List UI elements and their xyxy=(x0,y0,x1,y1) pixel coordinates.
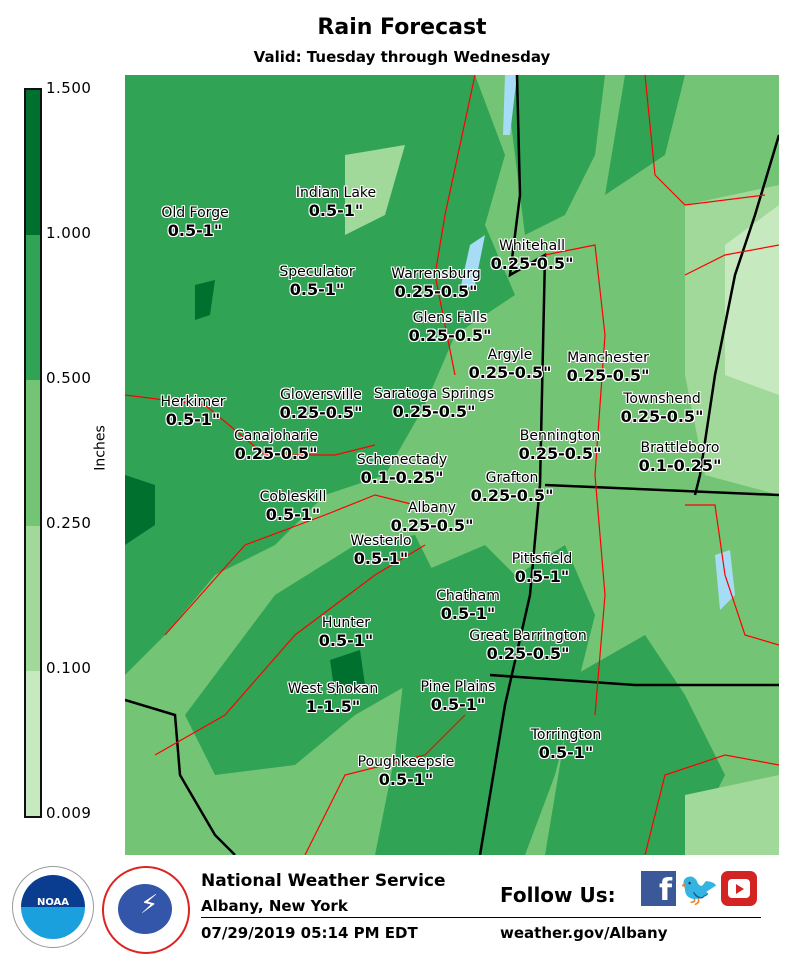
rain-amount: 0.25-0.5" xyxy=(468,363,552,382)
nws-logo: ⚡ xyxy=(102,866,190,954)
rain-amount: 0.5-1" xyxy=(514,567,570,586)
legend-bin xyxy=(26,525,40,671)
rain-amount: 0.5-1" xyxy=(353,549,409,568)
city-name: Schenectady xyxy=(356,452,448,468)
legend-bin xyxy=(26,670,40,817)
city-name: Saratoga Springs xyxy=(373,386,495,402)
twitter-icon[interactable]: 🐦 xyxy=(679,870,719,908)
legend-bin xyxy=(26,380,40,526)
city-name: Argyle xyxy=(487,347,533,363)
rain-map xyxy=(125,75,779,855)
city-name: Manchester xyxy=(567,350,649,366)
city-name: Cobleskill xyxy=(259,489,327,505)
city-name: Westerlo xyxy=(350,533,412,549)
follow-us-label: Follow Us: xyxy=(500,883,616,907)
timestamp: 07/29/2019 05:14 PM EDT xyxy=(201,924,418,942)
office-name: Albany, New York xyxy=(201,897,348,915)
legend-tick: 0.009 xyxy=(46,804,92,822)
legend-tick: 1.000 xyxy=(46,224,92,242)
youtube-icon[interactable] xyxy=(721,871,757,906)
city-name: Canajoharie xyxy=(234,428,318,444)
city-name: West Shokan xyxy=(287,681,379,697)
rain-amount: 0.5-1" xyxy=(318,631,374,650)
city-name: Pine Plains xyxy=(420,679,496,695)
city-name: Speculator xyxy=(279,264,355,280)
city-name: Bennington xyxy=(519,428,601,444)
city-name: Chatham xyxy=(436,588,500,604)
rain-amount: 0.1-0.25" xyxy=(638,456,722,475)
legend-tick: 0.100 xyxy=(46,659,92,677)
city-name: Brattleboro xyxy=(640,440,720,456)
city-name: Glens Falls xyxy=(412,310,488,326)
noaa-logo: NOAA xyxy=(12,866,94,948)
rain-amount: 0.25-0.5" xyxy=(279,403,363,422)
city-name: Old Forge xyxy=(161,205,229,221)
map-title: Rain Forecast xyxy=(317,15,487,40)
city-name: Warrensburg xyxy=(391,266,481,282)
legend-bin xyxy=(26,235,40,381)
rain-amount: 0.5-1" xyxy=(308,201,364,220)
rain-amount: 0.5-1" xyxy=(265,505,321,524)
rain-amount: 0.25-0.5" xyxy=(566,366,650,385)
footer-divider xyxy=(201,917,761,918)
legend-tick: 0.250 xyxy=(46,514,92,532)
rain-map-shading xyxy=(125,75,779,855)
rain-amount: 0.25-0.5" xyxy=(392,402,476,421)
legend-tick: 1.500 xyxy=(46,79,92,97)
rain-amount: 0.5-1" xyxy=(538,743,594,762)
facebook-icon[interactable]: f xyxy=(641,871,676,908)
rain-amount: 0.5-1" xyxy=(289,280,345,299)
color-legend xyxy=(24,88,42,818)
city-name: Great Barrington xyxy=(469,628,587,644)
org-name: National Weather Service xyxy=(201,871,446,891)
rain-amount: 0.1-0.25" xyxy=(360,468,444,487)
city-name: Gloversville xyxy=(280,387,362,403)
city-name: Indian Lake xyxy=(295,185,377,201)
website-link[interactable]: weather.gov/Albany xyxy=(500,924,668,942)
rain-amount: 0.25-0.5" xyxy=(490,254,574,273)
rain-amount: 0.5-1" xyxy=(167,221,223,240)
rain-amount: 0.25-0.5" xyxy=(390,516,474,535)
legend-tick: 0.500 xyxy=(46,369,92,387)
city-name: Whitehall xyxy=(499,238,565,254)
city-name: Pittsfield xyxy=(511,551,573,567)
city-name: Grafton xyxy=(485,470,539,486)
city-name: Hunter xyxy=(321,615,371,631)
city-name: Townshend xyxy=(623,391,701,407)
rain-amount: 1-1.5" xyxy=(305,697,361,716)
map-subtitle: Valid: Tuesday through Wednesday xyxy=(253,48,551,66)
rain-amount: 0.5-1" xyxy=(440,604,496,623)
city-name: Torrington xyxy=(530,727,602,743)
rain-amount: 0.5-1" xyxy=(165,410,221,429)
city-name: Herkimer xyxy=(160,394,226,410)
city-name: Poughkeepsie xyxy=(357,754,455,770)
rain-amount: 0.25-0.5" xyxy=(486,644,570,663)
rain-amount: 0.25-0.5" xyxy=(394,282,478,301)
rain-amount: 0.5-1" xyxy=(378,770,434,789)
legend-units: Inches xyxy=(92,425,109,471)
rain-amount: 0.25-0.5" xyxy=(518,444,602,463)
rain-amount: 0.25-0.5" xyxy=(620,407,704,426)
rain-amount: 0.25-0.5" xyxy=(408,326,492,345)
city-name: Albany xyxy=(407,500,457,516)
rain-amount: 0.25-0.5" xyxy=(234,444,318,463)
rain-amount: 0.5-1" xyxy=(430,695,486,714)
rain-amount: 0.25-0.5" xyxy=(470,486,554,505)
legend-bin xyxy=(26,90,40,236)
